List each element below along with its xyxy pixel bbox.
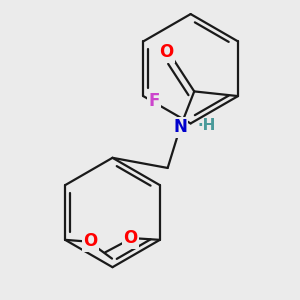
Text: O: O — [123, 229, 137, 247]
Text: N: N — [173, 118, 187, 136]
Text: O: O — [83, 232, 97, 250]
Text: ·H: ·H — [197, 118, 216, 133]
Text: O: O — [159, 43, 173, 61]
Text: F: F — [148, 92, 160, 110]
